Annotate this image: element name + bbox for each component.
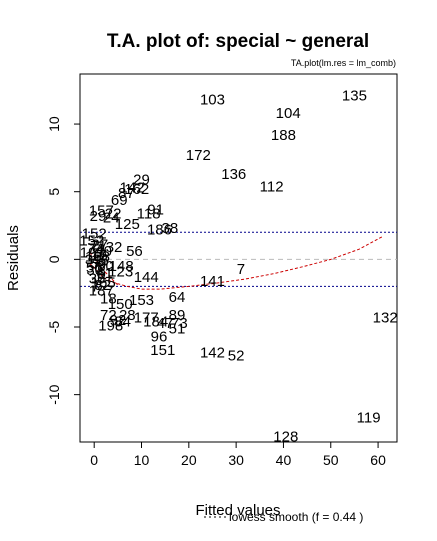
point-label: 157 xyxy=(89,203,114,220)
point-label: 142 xyxy=(200,345,225,362)
cluster-point-label: 36 xyxy=(89,270,106,287)
x-tick-label: 30 xyxy=(228,452,244,468)
point-label: 123 xyxy=(108,264,133,281)
point-label: 72 xyxy=(100,307,117,324)
y-tick-label: -10 xyxy=(46,384,62,404)
point-label: 125 xyxy=(115,216,140,233)
point-label: 52 xyxy=(228,347,245,364)
legend-text: lowess smooth (f = 0.44 ) xyxy=(229,510,363,524)
point-label: 177 xyxy=(134,310,159,327)
point-label: 132 xyxy=(373,310,398,327)
point-label: 7 xyxy=(237,261,245,278)
point-label: 172 xyxy=(186,147,211,164)
point-label: 118 xyxy=(137,205,161,222)
point-label: 135 xyxy=(342,88,367,105)
cluster-point-label: 40 xyxy=(95,243,112,260)
chart-title: T.A. plot of: special ~ general xyxy=(107,31,369,52)
legend: lowess smooth (f = 0.44 ) xyxy=(204,510,363,524)
cluster-point-label: 15 xyxy=(91,247,108,264)
y-axis: -10 -5 0 5 10 xyxy=(46,116,81,405)
point-label: 136 xyxy=(221,166,246,183)
cluster-point-label: 59 xyxy=(90,255,107,272)
lowess-lines xyxy=(89,235,384,290)
point-label: 89 xyxy=(169,307,186,324)
y-tick-label: 10 xyxy=(46,116,62,132)
cluster-point-label: 198 xyxy=(85,249,110,266)
point-label: 56 xyxy=(126,243,143,260)
y-tick-label: -5 xyxy=(46,321,62,334)
y-tick-label: 5 xyxy=(46,188,62,196)
cluster-point-label: 46 xyxy=(92,253,109,270)
cluster-point-label: 74 xyxy=(87,241,104,258)
cluster-point-label: 9 xyxy=(98,266,106,283)
point-label: 186 xyxy=(147,222,172,239)
x-tick-label: 40 xyxy=(276,452,292,468)
reference-lines xyxy=(80,231,397,287)
point-label: 152 xyxy=(82,226,107,243)
x-tick-label: 10 xyxy=(134,452,150,468)
x-axis: 0 10 20 30 40 50 60 xyxy=(90,441,386,468)
point-label: 162 xyxy=(124,181,149,198)
point-label: 150 xyxy=(108,296,133,313)
point-label: 184 xyxy=(143,314,168,331)
cluster-point-label: 165 xyxy=(91,274,116,291)
cluster-point-label: 30 xyxy=(86,262,103,279)
point-label: 91 xyxy=(147,201,164,218)
point-label: 69 xyxy=(111,192,128,209)
point-label: 29 xyxy=(90,208,107,225)
point-label: 148 xyxy=(109,258,134,275)
cluster-point-label: 80 xyxy=(97,258,114,275)
point-label: 24 xyxy=(103,209,120,226)
lowess-curve xyxy=(89,235,384,290)
point-label: 32 xyxy=(106,239,123,256)
x-axis-label: Fitted values xyxy=(195,502,280,519)
x-tick-label: 0 xyxy=(90,452,98,468)
point-label: 29 xyxy=(133,172,150,189)
point-label: 141 xyxy=(200,273,225,290)
point-label: 47 xyxy=(157,315,174,332)
point-label: 92 xyxy=(110,312,127,329)
point-label: 103 xyxy=(200,92,225,109)
point-label: 51 xyxy=(169,320,186,337)
point-label: 87 xyxy=(118,185,135,202)
point-label: 73 xyxy=(171,315,188,332)
x-tick-label: 50 xyxy=(323,452,339,468)
point-label: 96 xyxy=(151,328,168,345)
point-label: 18 xyxy=(100,291,117,308)
point-label: 104 xyxy=(276,105,301,122)
point-label: 188 xyxy=(271,127,296,144)
point-label: 28 xyxy=(119,307,136,324)
point-label: 128 xyxy=(273,429,298,446)
point-label: 112 xyxy=(260,178,284,195)
cluster-point-label: 193 xyxy=(80,245,105,262)
point-label: 142 xyxy=(120,180,145,197)
point-label: 84 xyxy=(114,314,131,331)
cluster-point-label: 7 xyxy=(91,278,99,295)
cluster-point-label: 61 xyxy=(96,265,113,282)
y-axis-label: Residuals xyxy=(5,225,22,291)
cluster-point-label: 187 xyxy=(89,282,114,299)
point-label: 119 xyxy=(357,410,381,427)
x-tick-label: 20 xyxy=(181,452,197,468)
point-label: 144 xyxy=(134,269,159,286)
point-label: 151 xyxy=(150,342,175,359)
chart-subtitle: TA.plot(lm.res = lm_comb) xyxy=(291,58,396,68)
point-label: 64 xyxy=(169,289,186,306)
cluster-point-label: 27 xyxy=(92,236,109,253)
cluster-point-label: 56 xyxy=(86,259,103,276)
cluster-point-label: 82 xyxy=(94,277,111,294)
cluster-point-label: 71 xyxy=(90,238,107,255)
point-label: 22 xyxy=(105,205,122,222)
point-label: 198 xyxy=(98,318,123,335)
cluster-point-label: 152 xyxy=(79,232,104,249)
point-label: 38 xyxy=(162,220,179,237)
y-tick-label: 0 xyxy=(46,255,62,263)
point-labels: 103 1351041881721361122914216287699111815… xyxy=(82,88,398,446)
lowess-curve-inner xyxy=(89,252,119,286)
cluster-point-label: 39 xyxy=(85,251,102,268)
x-tick-label: 60 xyxy=(370,452,386,468)
point-label: 153 xyxy=(129,292,154,309)
